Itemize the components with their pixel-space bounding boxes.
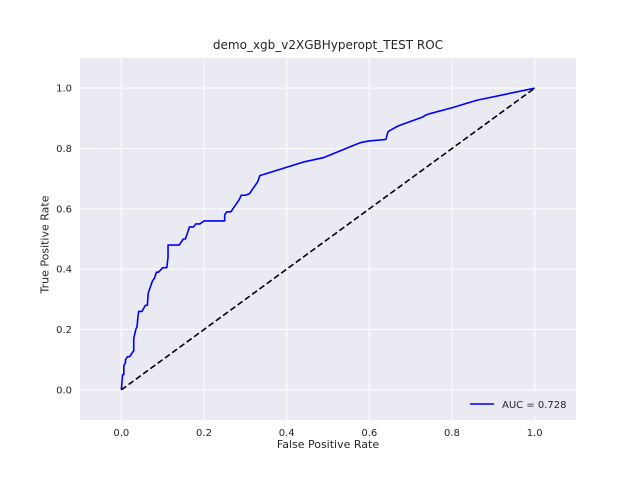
grid bbox=[80, 58, 576, 420]
y-axis-ticks: 0.0 0.2 0.4 0.6 0.8 1.0 bbox=[56, 84, 72, 397]
x-tick-label: 0.8 bbox=[444, 428, 460, 439]
y-axis-label: True Positive Rate bbox=[38, 195, 52, 294]
x-axis-label: False Positive Rate bbox=[276, 438, 380, 451]
y-tick-label: 0.8 bbox=[56, 144, 72, 155]
chance-diagonal-line bbox=[120, 87, 536, 391]
y-tick-label: 1.0 bbox=[56, 84, 72, 95]
x-axis-ticks: 0.0 0.2 0.4 0.6 0.8 1.0 bbox=[113, 428, 542, 439]
y-tick-label: 0.0 bbox=[56, 385, 72, 396]
x-tick-label: 0.6 bbox=[361, 428, 377, 439]
legend-label: AUC = 0.728 bbox=[502, 400, 567, 411]
x-tick-label: 0.2 bbox=[196, 428, 212, 439]
roc-curve-line bbox=[120, 87, 535, 390]
y-tick-label: 0.6 bbox=[56, 204, 72, 215]
x-tick-label: 0.4 bbox=[279, 428, 295, 439]
x-tick-label: 0.0 bbox=[113, 428, 129, 439]
legend: AUC = 0.728 bbox=[464, 392, 572, 416]
x-tick-label: 1.0 bbox=[527, 428, 543, 439]
chart-title: demo_xgb_v2XGBHyperopt_TEST ROC bbox=[212, 38, 444, 52]
y-tick-label: 0.2 bbox=[56, 325, 72, 336]
y-tick-label: 0.4 bbox=[56, 265, 72, 276]
